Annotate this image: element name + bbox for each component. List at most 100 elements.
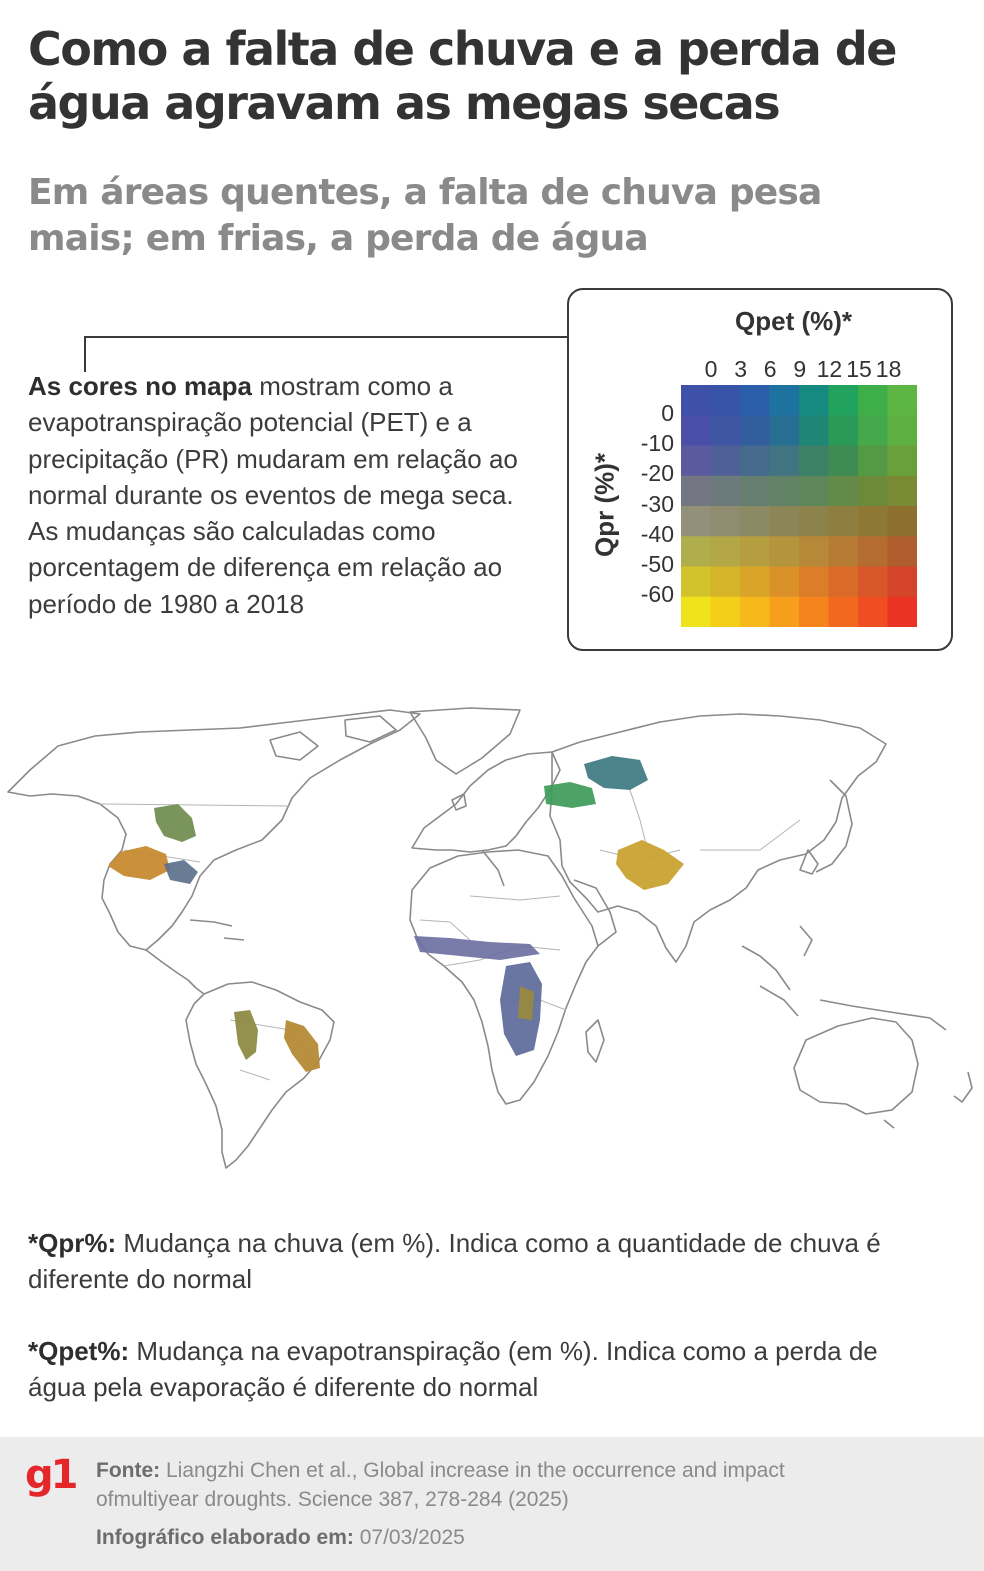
drought-region-central-asia [616,840,684,890]
africa-outline [409,849,599,1105]
drought-region-south-america [234,1010,320,1072]
note-qpr-label: *Qpr%: [28,1228,117,1258]
europe-outline [411,751,561,853]
legend-swatch [799,566,829,598]
legend-swatch [858,536,888,567]
made-date: Infográfico elaborado em: 07/03/2025 [96,1526,465,1550]
legend-swatch [769,475,800,507]
legend-y-tick: -30 [640,490,674,517]
legend-swatch [828,385,859,416]
legend-swatch [710,536,741,567]
legend-swatch [681,475,711,507]
legend-swatch [887,475,917,507]
asia-outline [549,713,887,963]
legend-swatch [858,415,888,446]
legend-swatch [799,506,829,537]
legend-swatch [799,475,829,507]
continent-outlines [7,707,973,1169]
drought-region-africa [414,936,542,1056]
legend-swatch [828,475,859,507]
legend-swatch [858,385,888,416]
bivariate-color-grid [681,385,917,627]
source-text: Liangzhi Chen et al., Global increase in… [96,1459,785,1511]
drought-regions [108,756,684,1072]
legend-swatch [769,596,800,627]
page-subtitle: Em áreas quentes, a falta de chuva pesa … [28,172,822,259]
legend-swatch [799,415,829,446]
legend-swatch [887,536,917,567]
legend-swatch [769,445,800,477]
legend-swatch [681,596,711,627]
description-lead: As cores no mapa [28,371,252,401]
legend-swatch [740,415,770,446]
legend-swatch [887,596,917,627]
legend-swatch [828,415,859,446]
legend-swatch [799,536,829,567]
legend-swatch [710,506,741,537]
legend-swatch [740,475,770,507]
legend-swatch [710,596,741,627]
note-qpet: *Qpet%: Mudança na evapotranspiração (em… [28,1333,928,1405]
legend-swatch [887,506,917,537]
legend-connector-line [84,336,567,372]
legend-swatch [710,475,741,507]
north-america-outline [7,709,421,951]
legend-swatch [828,445,859,477]
legend-title: Qpet (%)* [735,306,852,336]
legend-y-tick: -10 [640,430,674,457]
legend-swatch [887,445,917,477]
legend-swatch [710,445,741,477]
legend-swatch [740,445,770,477]
legend-x-tick: 15 [846,356,872,382]
legend-swatch [799,445,829,477]
made-label: Infográfico elaborado em: [96,1526,354,1549]
legend-swatch [858,475,888,507]
legend-swatch [681,566,711,598]
world-map [7,707,973,1169]
legend-swatch [887,415,917,446]
made-date-value: 07/03/2025 [353,1526,465,1549]
note-qpet-label: *Qpet%: [28,1336,130,1366]
legend-swatch [710,566,741,598]
legend-swatch [740,536,770,567]
legend-swatch [769,385,800,416]
legend-y-tick: -40 [640,520,674,547]
australia-outline [793,1017,919,1115]
legend-swatch [828,566,859,598]
note-qpr-text: Mudança na chuva (em %). Indica como a q… [28,1228,881,1294]
legend-x-tick: 6 [763,356,777,382]
legend-swatch [769,536,800,567]
legend-swatch [740,385,770,416]
description-body: mostram como a evapotranspiração potenci… [28,371,518,619]
legend-swatch [681,536,711,567]
legend-swatch [799,385,829,416]
legend-swatch [740,566,770,598]
greenland-outline [409,707,521,775]
legend-swatch [681,506,711,537]
legend-x-tick: 12 [816,356,843,382]
g1-logo: g1 [25,1452,78,1498]
legend-swatch [858,506,888,537]
legend-swatch [887,385,917,416]
source-label: Fonte: [96,1459,161,1482]
legend-swatch [858,445,888,477]
legend-swatch [828,536,859,567]
legend-swatch [740,506,770,537]
page-title: Como a falta de chuva e a perda de água … [28,22,897,130]
legend-x-tick: 9 [793,356,807,382]
legend-swatch [710,385,741,416]
map-description: As cores no mapa mostram como a evapotra… [28,368,528,622]
legend-swatch [828,506,859,537]
legend-swatch [769,415,800,446]
legend-swatch [828,596,859,627]
footer [0,1437,984,1571]
legend-swatch [681,445,711,477]
legend-swatch [740,596,770,627]
legend-y-tick: -20 [640,460,674,487]
source-credit: Fonte: Liangzhi Chen et al., Global incr… [96,1456,816,1514]
legend-x-tick: 3 [734,356,747,382]
note-qpr: *Qpr%: Mudança na chuva (em %). Indica c… [28,1225,928,1297]
legend-swatch [681,385,711,416]
legend-x-tick: 18 [875,356,902,382]
note-qpet-text: Mudança na evapotranspiração (em %). Ind… [28,1336,878,1402]
